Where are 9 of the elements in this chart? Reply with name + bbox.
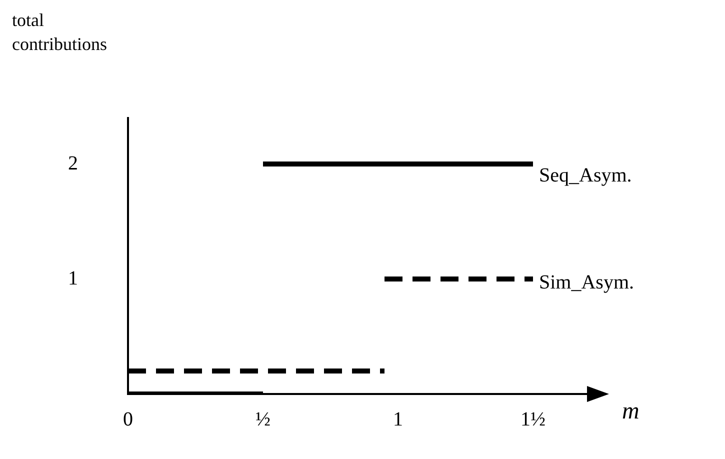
x-tick-label: ½ <box>256 408 270 430</box>
y-tick-label: 2 <box>68 152 78 174</box>
x-tick-label: 1½ <box>520 408 546 430</box>
x-axis-title: m <box>622 398 640 424</box>
series-label: Seq_Asym. <box>539 164 632 186</box>
series-label: Sim_Asym. <box>539 271 634 294</box>
x-tick-label: 1 <box>393 408 403 430</box>
y-axis-title: total contributions <box>12 9 108 56</box>
x-tick-label: 0 <box>123 408 133 430</box>
